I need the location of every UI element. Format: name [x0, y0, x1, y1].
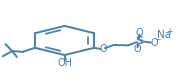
- Text: O: O: [150, 38, 158, 48]
- Text: O: O: [136, 28, 143, 38]
- Text: −: −: [154, 35, 161, 44]
- Text: OH: OH: [58, 58, 73, 68]
- Text: O: O: [134, 44, 141, 54]
- Text: S: S: [135, 36, 143, 46]
- Text: O: O: [99, 44, 107, 54]
- Text: +: +: [166, 27, 173, 37]
- Text: Na: Na: [157, 30, 171, 40]
